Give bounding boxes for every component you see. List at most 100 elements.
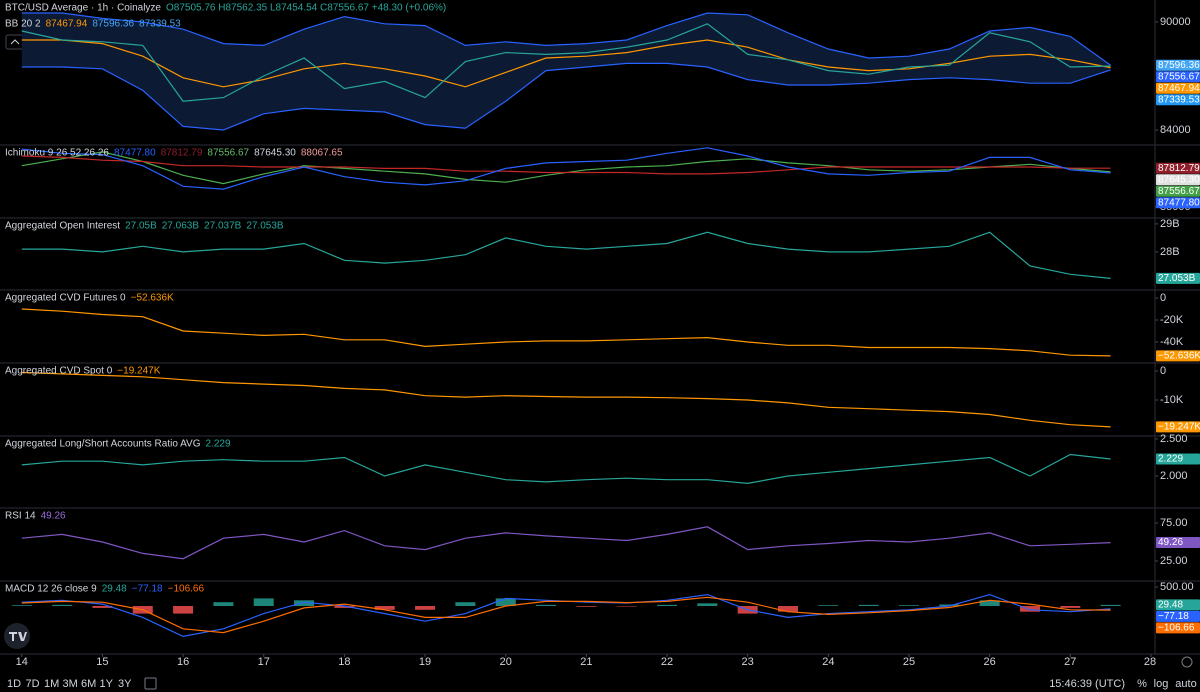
histogram-bar: [294, 600, 315, 607]
price-badge: [1156, 174, 1200, 186]
period-button[interactable]: 7D: [26, 678, 40, 690]
price-badge-label: 87645.30: [1158, 174, 1200, 185]
histogram-bar: [415, 606, 436, 610]
price-badge-label: −19.247K: [1158, 421, 1200, 432]
price-badge: [1156, 537, 1200, 549]
y-tick-label: 2.000: [1160, 470, 1188, 482]
price-badge-label: 87556.67: [1158, 71, 1200, 82]
legend-text: 87556.67: [207, 148, 249, 159]
legend-text: Aggregated CVD Spot 0: [5, 366, 113, 377]
period-button[interactable]: 1M: [44, 678, 59, 690]
legend-text: BTC/USD Average · 1h · Coinalyze: [5, 3, 161, 14]
auto-toggle[interactable]: auto: [1175, 678, 1196, 690]
histogram-bar: [1019, 606, 1040, 612]
period-button[interactable]: 1D: [7, 678, 21, 690]
legend-text: Aggregated Long/Short Accounts Ratio AVG: [5, 439, 201, 450]
legend-text: 2.229: [206, 439, 231, 450]
price-badge: [1156, 59, 1200, 71]
legend-text: MACD 12 26 close 9: [5, 584, 97, 595]
price-badge-label: 29.48: [1158, 600, 1183, 611]
y-tick-label: -10K: [1160, 394, 1184, 406]
histogram-bar: [253, 598, 274, 607]
price-badge: [1156, 94, 1200, 106]
series-line: [21, 308, 1111, 357]
x-tick-label: 24: [822, 656, 834, 668]
y-tick-label: 84000: [1160, 124, 1191, 136]
y-tick-label: 0: [1160, 365, 1166, 377]
y-tick-label: -40K: [1160, 336, 1184, 348]
percent-toggle[interactable]: %: [1137, 678, 1147, 690]
period-button[interactable]: 6M: [81, 678, 96, 690]
x-tick-label: 23: [742, 656, 754, 668]
x-tick-label: 28: [1144, 656, 1156, 668]
legend-text: RSI 14: [5, 511, 36, 522]
legend-text: −106.66: [168, 584, 205, 595]
price-badge: [1156, 162, 1200, 174]
histogram-bar: [778, 606, 799, 612]
y-tick-label: 29B: [1160, 218, 1180, 230]
histogram-bar: [334, 606, 355, 608]
histogram-bar: [616, 606, 637, 607]
x-tick-label: 14: [16, 656, 28, 668]
histogram-bar: [697, 603, 718, 607]
series-line: [21, 23, 1111, 102]
x-tick-label: 22: [661, 656, 673, 668]
y-tick-label: 25.00: [1160, 555, 1188, 567]
price-badge-label: 87477.80: [1158, 197, 1200, 208]
price-badge: [1156, 350, 1200, 362]
price-badge: [1156, 622, 1200, 634]
x-tick-label: 20: [500, 656, 512, 668]
legend-text: 87812.79: [161, 148, 203, 159]
x-tick-label: 15: [96, 656, 108, 668]
price-badge: [1156, 421, 1200, 433]
legend-text: 87477.80: [114, 148, 156, 159]
histogram-bar: [495, 598, 516, 607]
histogram-bar: [52, 604, 73, 607]
price-badge: [1156, 71, 1200, 83]
histogram-bar: [11, 605, 32, 607]
histogram-bar: [173, 606, 194, 614]
legend-text: 87645.30: [254, 148, 296, 159]
y-tick-label: 500.00: [1160, 581, 1194, 593]
price-badge-label: 2.229: [1158, 454, 1183, 465]
series-line: [21, 155, 1111, 175]
histogram-bar: [92, 606, 113, 608]
period-button[interactable]: 1Y: [100, 678, 114, 690]
series-line: [21, 231, 1111, 279]
legend-text: 87596.36: [92, 19, 134, 30]
histogram-bar: [576, 606, 597, 607]
log-toggle[interactable]: log: [1154, 678, 1169, 690]
histogram-bar: [939, 604, 960, 607]
period-button[interactable]: 3Y: [118, 678, 132, 690]
period-button[interactable]: 3M: [63, 678, 78, 690]
series-line: [21, 147, 1111, 190]
histogram-bar: [657, 604, 678, 607]
histogram-bar: [898, 605, 919, 607]
logo-mark: [9, 632, 27, 641]
series-line: [21, 62, 1111, 131]
histogram-bar: [1060, 606, 1081, 608]
settings-icon[interactable]: [1181, 656, 1193, 668]
time-label: 15:46:39 (UTC): [1049, 678, 1125, 690]
y-tick-label: 75.00: [1160, 517, 1188, 529]
histogram-bar: [213, 602, 234, 607]
price-badge-label: 87556.67: [1158, 186, 1200, 197]
calendar-icon[interactable]: [144, 677, 157, 690]
histogram-bar: [455, 602, 476, 607]
y-tick-label: 28B: [1160, 246, 1180, 258]
price-badge-label: −52.636K: [1158, 351, 1200, 362]
histogram-bar: [536, 604, 557, 607]
price-badge-label: −106.66: [1158, 623, 1195, 634]
price-badge-label: −77.18: [1158, 611, 1189, 622]
legend-text: 27.05B: [125, 221, 157, 232]
y-tick-label: 0: [1160, 292, 1166, 304]
logo[interactable]: [4, 623, 30, 649]
price-badge: [1156, 197, 1200, 209]
collapse-icon: [10, 39, 20, 45]
legend-text: 87467.94: [46, 19, 88, 30]
x-tick-label: 26: [984, 656, 996, 668]
histogram-bar: [979, 600, 1000, 607]
histogram-bar: [374, 606, 395, 610]
